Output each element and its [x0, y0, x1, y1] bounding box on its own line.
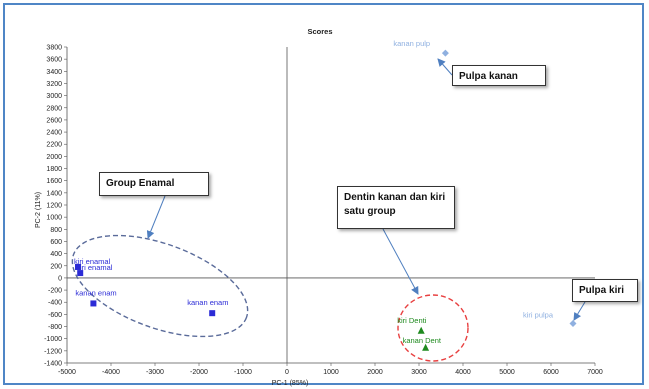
data-point-label: kiri pulpa — [523, 311, 554, 320]
x-tick-label: 2000 — [367, 369, 383, 376]
y-axis-label: PC-2 (11%) — [35, 192, 42, 228]
y-tick-label: 2600 — [46, 117, 62, 124]
x-tick-label: -4000 — [102, 369, 120, 376]
arrow-pulpa-kanan — [437, 58, 453, 76]
y-tick-label: 1200 — [46, 203, 62, 210]
x-tick-label: 4000 — [455, 369, 471, 376]
dentin-group-ellipse — [397, 294, 469, 362]
data-point-square — [77, 270, 84, 277]
data-point-diamond — [441, 49, 449, 57]
arrow-group-enamal — [146, 195, 166, 239]
data-point-label: kanan enam — [75, 288, 116, 297]
y-tick-label: 2400 — [46, 130, 62, 137]
x-tick-label: 6000 — [543, 369, 559, 376]
y-tick-label: 1000 — [46, 215, 62, 222]
callout-pulpa-kiri: Pulpa kiri — [572, 279, 638, 302]
data-point-square — [90, 300, 97, 307]
callout-group-enamal: Group Enamal — [99, 172, 209, 196]
x-tick-label: 5000 — [499, 369, 515, 376]
axes — [66, 47, 595, 364]
callout-pulpa-kanan: Pulpa kanan — [452, 65, 546, 86]
y-tick-label: 200 — [50, 263, 62, 270]
y-tick-label: -1200 — [44, 348, 62, 355]
x-tick-label: -3000 — [146, 369, 164, 376]
x-axis-label: PC-1 (85%) — [272, 380, 309, 387]
data-point-label: kanan pulp — [393, 39, 430, 48]
y-tick-label: 2200 — [46, 142, 62, 149]
data-point-label: kiri Denti — [397, 316, 427, 325]
y-tick-label: 600 — [50, 239, 62, 246]
y-tick-label: 3600 — [46, 57, 62, 64]
y-tick-label: 1800 — [46, 166, 62, 173]
y-tick-label: 1600 — [46, 178, 62, 185]
data-point-diamond — [569, 320, 577, 327]
y-tick-label: -800 — [48, 324, 62, 331]
x-tick-label: 7000 — [587, 369, 603, 376]
y-tick-label: 3200 — [46, 81, 62, 88]
x-tick-label: 3000 — [411, 369, 427, 376]
data-point-label: kanan enam — [187, 298, 228, 307]
y-tick-label: 800 — [50, 227, 62, 234]
chart-title: Scores — [307, 27, 332, 36]
x-tick-label: -5000 — [58, 369, 76, 376]
y-tick-label: -1000 — [44, 336, 62, 343]
arrow-pulpa-kiri — [573, 301, 586, 321]
data-point-square — [75, 263, 81, 270]
y-tick-label: -600 — [48, 312, 62, 319]
y-tick-label: 2800 — [46, 105, 62, 112]
y-tick-label: -1400 — [44, 361, 62, 368]
group-overlays — [71, 58, 586, 362]
data-point-label: kanan Dent — [403, 336, 442, 345]
data-point-triangle — [422, 343, 430, 351]
data-point-square — [209, 310, 216, 317]
y-tick-label: -400 — [48, 300, 62, 307]
x-tick-label: -2000 — [190, 369, 208, 376]
x-tick-label: 0 — [285, 369, 289, 376]
y-axis-ticks: -1400 -1200 -1000 -800 -600 -400 -200 0 200 400 60… — [44, 45, 67, 368]
y-tick-label: 400 — [50, 251, 62, 258]
y-tick-label: 0 — [58, 275, 62, 282]
x-tick-label: 1000 — [323, 369, 339, 376]
y-tick-label: 3400 — [46, 69, 62, 76]
y-tick-label: -200 — [48, 288, 62, 295]
y-tick-label: 1400 — [46, 190, 62, 197]
y-tick-label: 3800 — [46, 45, 62, 52]
y-tick-label: 2000 — [46, 154, 62, 161]
y-tick-label: 3000 — [46, 93, 62, 100]
enamel-group-ellipse — [71, 234, 249, 338]
data-point-triangle — [417, 326, 425, 334]
arrow-dentin-group — [382, 228, 419, 295]
callout-dentin-group: Dentin kanan dan kiri satu group — [337, 186, 455, 229]
data-point-label: kiri enamal — [76, 263, 113, 272]
data-point-label: kiri enamal — [74, 257, 111, 266]
x-tick-label: -1000 — [234, 369, 252, 376]
x-axis-ticks: -5000 -4000 -3000 -2000 -1000 0 1000 2000 3000 40… — [58, 363, 603, 376]
